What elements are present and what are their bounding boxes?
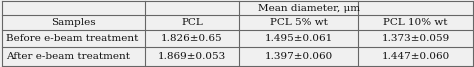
Text: Mean diameter, μm: Mean diameter, μm — [258, 4, 360, 13]
Text: 1.373±0.059: 1.373±0.059 — [382, 34, 449, 43]
Text: Samples: Samples — [51, 18, 96, 27]
Text: 1.397±0.060: 1.397±0.060 — [264, 52, 333, 61]
Text: 1.869±0.053: 1.869±0.053 — [158, 52, 226, 61]
Text: PCL 5% wt: PCL 5% wt — [270, 18, 328, 27]
Text: PCL: PCL — [181, 18, 203, 27]
Text: 1.826±0.65: 1.826±0.65 — [161, 34, 223, 43]
Text: After e-beam treatment: After e-beam treatment — [6, 52, 130, 61]
Text: PCL 10% wt: PCL 10% wt — [383, 18, 448, 27]
Text: Before e-beam treatment: Before e-beam treatment — [6, 34, 138, 43]
Text: 1.447±0.060: 1.447±0.060 — [382, 52, 449, 61]
Text: 1.495±0.061: 1.495±0.061 — [264, 34, 333, 43]
